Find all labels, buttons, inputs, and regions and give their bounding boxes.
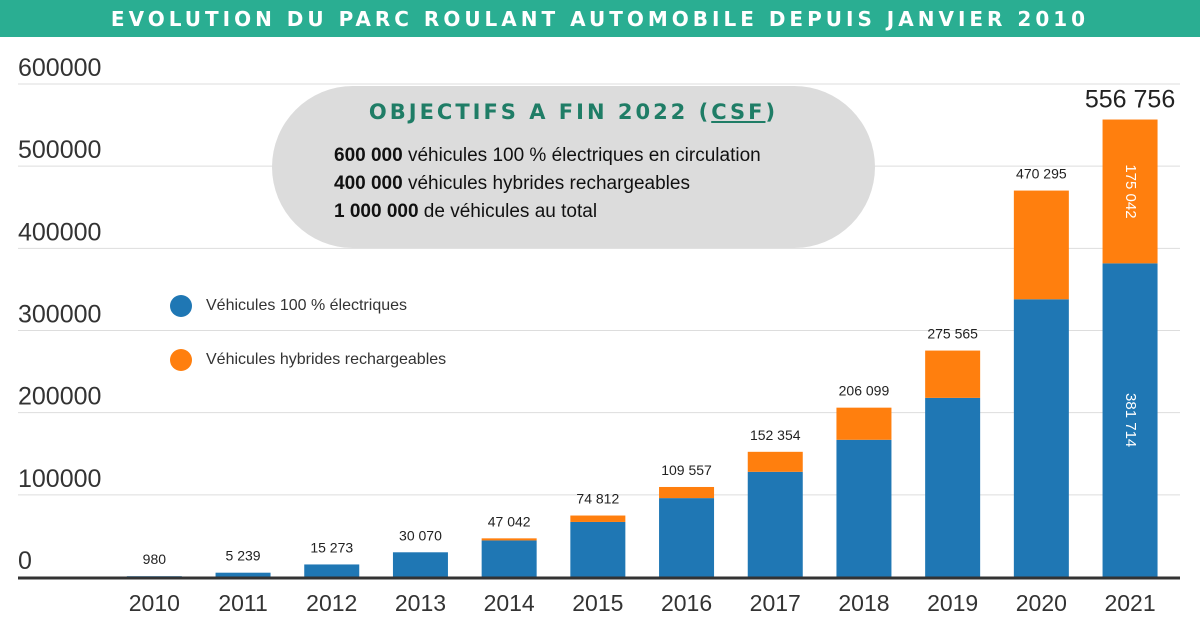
bar-electric xyxy=(392,552,448,577)
objective-line-electric: 600 000 véhicules 100 % électriques en c… xyxy=(334,145,761,166)
chart-title: EVOLUTION DU PARC ROULANT AUTOMOBILE DEP… xyxy=(110,6,1090,31)
x-tick-label: 2014 xyxy=(484,590,535,616)
bar-electric xyxy=(304,564,360,577)
x-tick-label: 2015 xyxy=(572,590,623,616)
bar-hybrid xyxy=(570,515,626,522)
objective-line-hybrid: 400 000 véhicules hybrides rechargeables xyxy=(334,173,690,194)
y-tick-label: 500000 xyxy=(18,136,101,164)
bar-hybrid xyxy=(747,451,803,472)
data-label-total: 15 273 xyxy=(310,539,353,555)
data-label-total: 47 042 xyxy=(488,513,531,529)
legend-label-hybrid: Véhicules hybrides rechargeables xyxy=(206,351,447,368)
data-label-total: 109 557 xyxy=(661,462,712,478)
bar-electric xyxy=(747,471,803,577)
data-label-total: 5 239 xyxy=(226,548,261,564)
objective-line-total: 1 000 000 de véhicules au total xyxy=(334,201,598,222)
bar-electric xyxy=(215,572,271,577)
y-tick-label: 600000 xyxy=(18,54,101,82)
x-tick-label: 2010 xyxy=(129,590,180,616)
objectives-box: OBJECTIFS A FIN 2022 (CSF) 600 000 véhic… xyxy=(272,86,875,248)
objectives-list: 600 000 véhicules 100 % électriques en c… xyxy=(334,142,761,226)
bar-electric xyxy=(570,521,626,577)
bar-electric xyxy=(481,540,537,577)
y-tick-label: 400000 xyxy=(18,218,101,246)
x-tick-label: 2021 xyxy=(1104,590,1155,616)
bar-hybrid xyxy=(659,486,715,499)
bar-hybrid xyxy=(1102,119,1158,264)
y-tick-label: 0 xyxy=(18,547,32,575)
bar-electric xyxy=(925,397,981,577)
bar-hybrid xyxy=(481,538,537,541)
y-tick-label: 300000 xyxy=(18,301,101,329)
data-label-total: 980 xyxy=(143,551,167,567)
chart-title-banner: EVOLUTION DU PARC ROULANT AUTOMOBILE DEP… xyxy=(0,0,1200,37)
x-tick-label: 2016 xyxy=(661,590,712,616)
objectives-title: OBJECTIFS A FIN 2022 (CSF) xyxy=(368,100,779,124)
x-tick-label: 2013 xyxy=(395,590,446,616)
data-label-total: 152 354 xyxy=(750,427,801,443)
data-label-total: 74 812 xyxy=(576,491,619,507)
legend: Véhicules 100 % électriques Véhicules hy… xyxy=(170,292,446,400)
legend-swatch-hybrid xyxy=(170,349,192,371)
legend-label-electric: Véhicules 100 % électriques xyxy=(206,297,408,314)
data-label-total: 275 565 xyxy=(927,326,978,342)
x-tick-label: 2012 xyxy=(306,590,357,616)
bar-hybrid xyxy=(925,350,981,398)
y-tick-label: 200000 xyxy=(18,383,101,411)
bar-electric xyxy=(1013,299,1069,577)
x-tick-label: 2011 xyxy=(218,590,267,616)
legend-item-hybrid: Véhicules hybrides rechargeables xyxy=(170,346,446,374)
bar-electric xyxy=(659,498,715,577)
x-tick-label: 2018 xyxy=(838,590,889,616)
x-tick-label: 2020 xyxy=(1016,590,1067,616)
data-label-total: 470 295 xyxy=(1016,166,1067,182)
bar-hybrid xyxy=(836,407,892,440)
y-tick-label: 100000 xyxy=(18,465,101,493)
bar-electric xyxy=(1102,263,1158,577)
bar-hybrid xyxy=(1013,190,1069,300)
data-label-total: 30 070 xyxy=(399,527,442,543)
data-label-total: 556 756 xyxy=(1085,86,1175,114)
bar-electric xyxy=(836,439,892,577)
data-label-electric: 381 714 xyxy=(1122,393,1139,447)
data-label-total: 206 099 xyxy=(839,383,890,399)
x-tick-label: 2019 xyxy=(927,590,978,616)
x-tick-label: 2017 xyxy=(750,590,801,616)
data-label-hybrid: 175 042 xyxy=(1122,164,1139,218)
legend-item-electric: Véhicules 100 % électriques xyxy=(170,292,446,320)
legend-swatch-electric xyxy=(170,295,192,317)
